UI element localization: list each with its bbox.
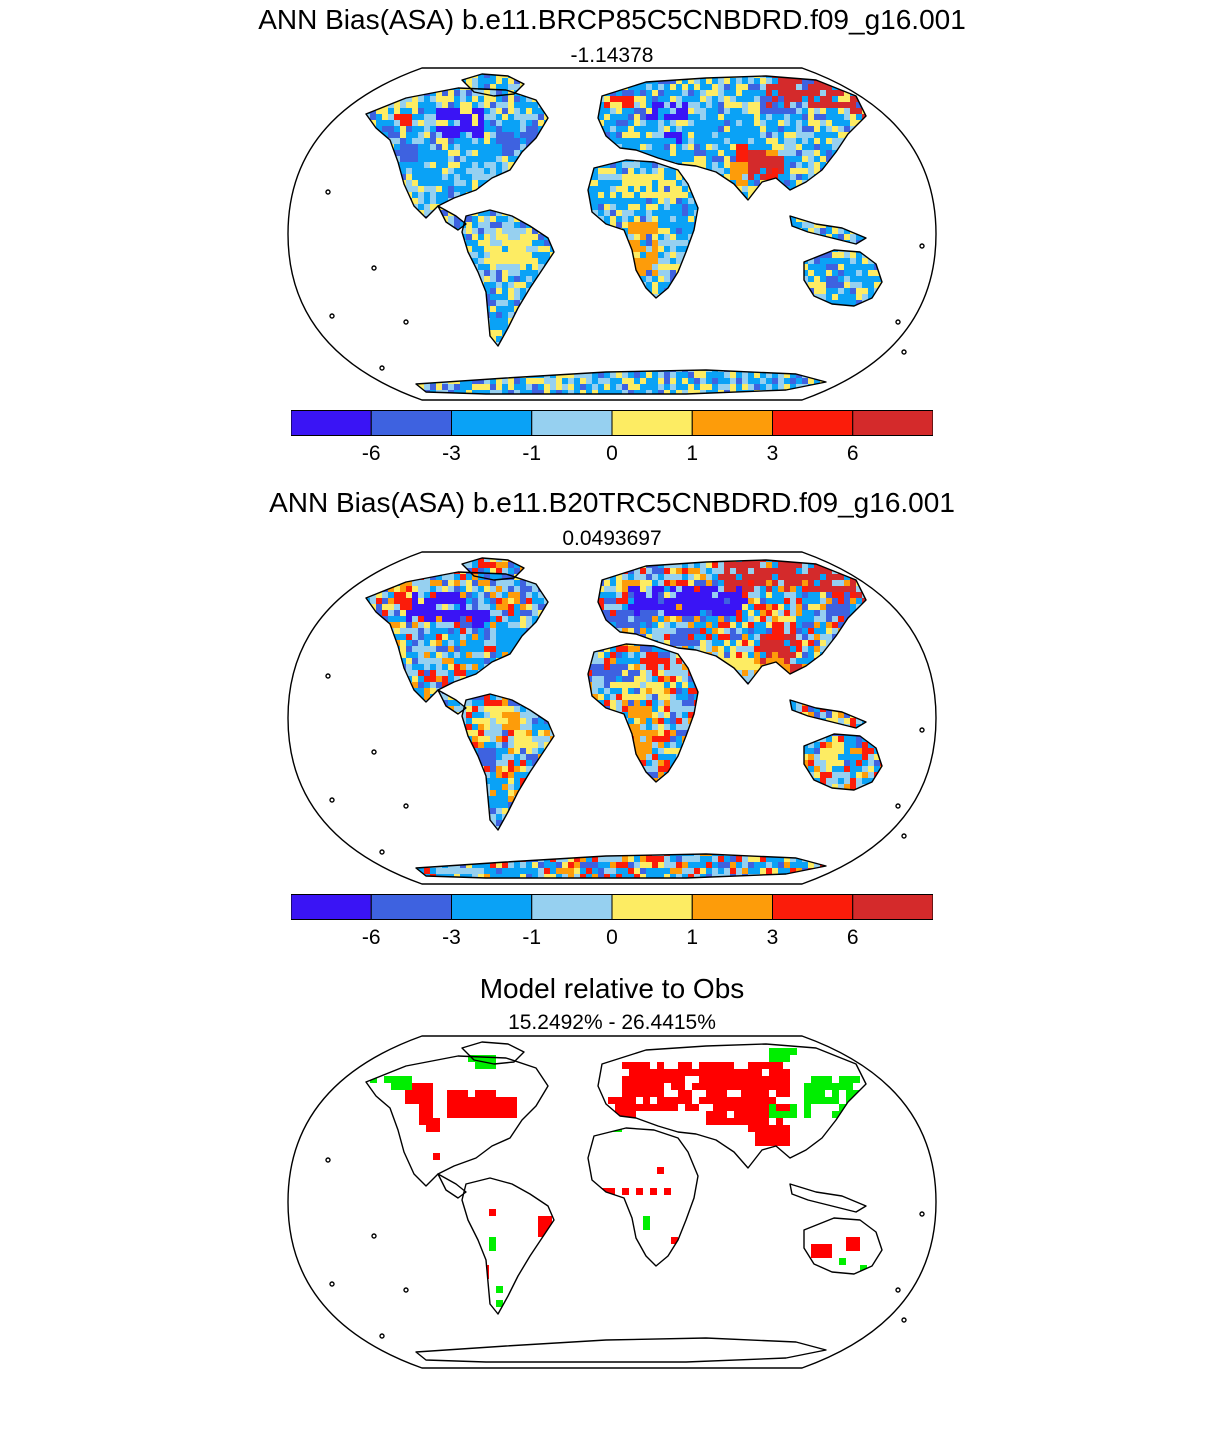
colorbar-tick-label: -3 xyxy=(442,442,461,465)
panel-3-subtitle: 15.2492% - 26.4415% xyxy=(508,1011,716,1034)
colorbar-swatch xyxy=(852,410,933,436)
colorbar-swatch xyxy=(451,410,533,436)
colorbar-tick-label: -3 xyxy=(442,926,461,949)
colorbar-tick-label: 1 xyxy=(686,926,699,949)
colorbar-swatch xyxy=(772,410,854,436)
colorbar-swatch xyxy=(691,410,773,436)
colorbar-tick-label: 3 xyxy=(766,926,779,949)
colorbar-swatch xyxy=(772,894,854,920)
coastlines xyxy=(325,1041,925,1363)
map-boundary xyxy=(287,1035,937,1369)
coastlines xyxy=(325,557,925,879)
colorbar-1-ticks: -6 -3 -1 0 1 3 6 xyxy=(291,442,933,468)
colorbar-tick-label: 0 xyxy=(606,926,618,949)
colorbar-swatch xyxy=(852,894,933,920)
colorbar-swatch xyxy=(611,894,693,920)
colorbar-swatch xyxy=(531,894,613,920)
colorbar-tick-label: -6 xyxy=(361,926,381,949)
map-boundary xyxy=(287,67,937,401)
colorbar-tick-label: 0 xyxy=(606,442,618,465)
panel-2-subtitle: 0.0493697 xyxy=(562,527,662,550)
colorbar-tick-label: 1 xyxy=(686,442,699,465)
panel-1-title: ANN Bias(ASA) b.e11.BRCP85C5CNBDRD.f09_g… xyxy=(258,4,966,35)
relative-map xyxy=(287,1035,937,1369)
colorbar-tick-label: -6 xyxy=(361,442,381,465)
panel-2-title: ANN Bias(ASA) b.e11.B20TRC5CNBDRD.f09_g1… xyxy=(269,487,955,518)
colorbar-swatch xyxy=(611,410,693,436)
land-field xyxy=(366,558,882,878)
colorbar-tick-label: 3 xyxy=(766,442,779,465)
colorbar-tick-label: -1 xyxy=(522,442,542,465)
colorbar-1 xyxy=(291,410,933,436)
colorbar-tick-label: 6 xyxy=(846,442,859,465)
panel-3-title: Model relative to Obs xyxy=(479,973,745,1004)
colorbar-2-ticks: -6 -3 -1 0 1 3 6 xyxy=(291,926,933,952)
bias-map-20tr xyxy=(287,551,937,885)
colorbar-swatch xyxy=(370,410,452,436)
colorbar-swatch xyxy=(451,894,533,920)
colorbar-swatch xyxy=(691,894,773,920)
colorbar-2 xyxy=(291,894,933,920)
colorbar-swatch xyxy=(291,894,372,920)
map-boundary xyxy=(287,551,937,885)
colorbar-swatch xyxy=(370,894,452,920)
bias-map-rcp85 xyxy=(287,67,937,401)
colorbar-swatch xyxy=(531,410,613,436)
panel-1-subtitle: -1.14378 xyxy=(570,44,654,67)
land-field xyxy=(366,74,882,394)
coastlines xyxy=(325,73,925,395)
colorbar-swatch xyxy=(291,410,372,436)
colorbar-tick-label: 6 xyxy=(846,926,859,949)
colorbar-tick-label: -1 xyxy=(522,926,542,949)
